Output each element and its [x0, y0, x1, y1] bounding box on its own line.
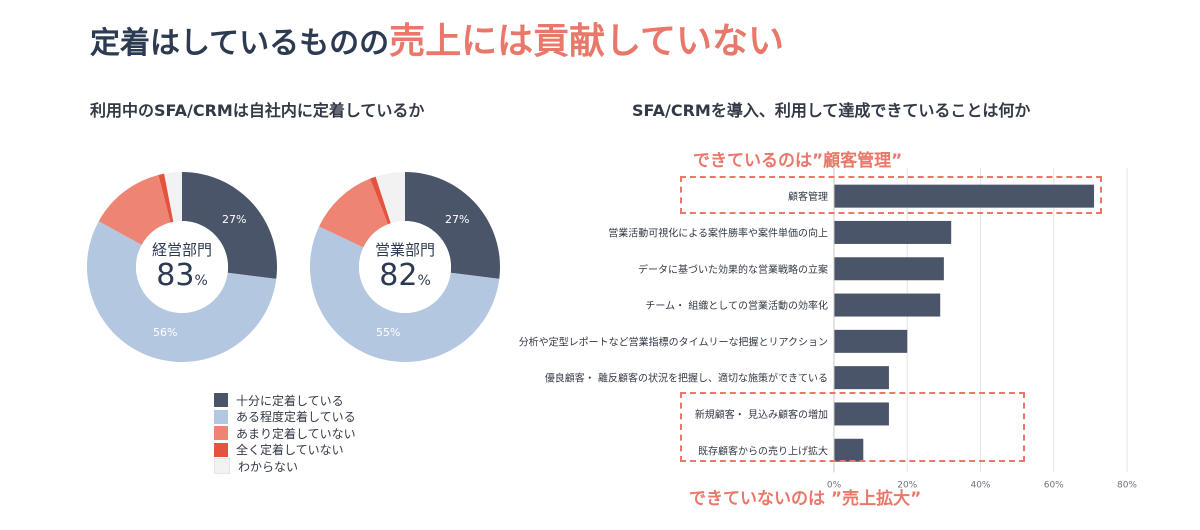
legend-item: あまり定着していない — [214, 425, 356, 442]
x-tick-label: 60% — [1044, 480, 1064, 490]
category-label: 既存顧客からの売り上げ拡大 — [698, 444, 828, 457]
donut-hole — [136, 221, 228, 313]
bar-section-title: SFA/CRMを導入、利用して達成できていることは何か — [632, 101, 1031, 120]
donut-chart-sales: 営業部門 82% 27% 55% — [309, 171, 501, 363]
legend-label: 全く定着していない — [236, 443, 344, 458]
legend-item: 全く定着していない — [214, 442, 356, 459]
donut-center-unit: % — [194, 273, 208, 289]
donut-slice — [158, 173, 174, 223]
legend-label: 十分に定着している — [236, 393, 344, 408]
donut-center-value: 82% — [379, 260, 431, 297]
donut-slice — [370, 176, 391, 225]
legend-item: ある程度定着している — [214, 409, 356, 426]
donut-slice — [164, 172, 182, 222]
donut-slice — [319, 178, 389, 248]
slice-label-somewhat: 56% — [153, 326, 178, 339]
legend-item: 十分に定着している — [214, 392, 356, 409]
title-prefix: 定着はしているものの — [90, 26, 390, 61]
callout-bottom: できていないのは ”売上拡大” — [689, 489, 922, 509]
donut-chart-management: 経営部門 83% 27% 56% — [86, 171, 278, 363]
legend-label: ある程度定着している — [236, 410, 356, 425]
donut-section-title: 利用中のSFA/CRMは自社内に定着しているか — [90, 101, 425, 120]
donut-dept-label: 経営部門 — [151, 241, 212, 259]
donut-legend: 十分に定着している ある程度定着している あまり定着していない 全く定着していな… — [214, 392, 356, 475]
donut-slice — [405, 172, 500, 279]
donut-center-value: 83% — [156, 260, 208, 297]
donut-center: 営業部門 82% — [309, 171, 501, 363]
page-title: 定着はしているものの売上には貢献していない — [90, 12, 784, 62]
donut-center-number: 83 — [156, 258, 195, 293]
legend-swatch — [214, 458, 230, 475]
x-tick-label: 20% — [897, 480, 917, 490]
slice-label-somewhat: 55% — [376, 326, 401, 339]
slice-label-enough: 27% — [445, 213, 470, 226]
category-label: 営業活動可視化による案件勝率や案件単価の向上 — [608, 226, 828, 239]
legend-swatch — [214, 393, 228, 408]
x-tick-label: 80% — [1117, 480, 1137, 490]
category-label: チーム・ 組織としての営業活動の効率化 — [645, 299, 828, 312]
donut-hole — [359, 221, 451, 313]
donut-dept-label: 営業部門 — [374, 241, 435, 259]
legend-swatch — [214, 409, 228, 424]
bar — [834, 438, 864, 462]
donut-svg — [87, 172, 277, 362]
legend-label: わからない — [238, 459, 299, 474]
donut-center-unit: % — [417, 273, 431, 289]
bar — [834, 402, 889, 426]
callout-top: できているのは”顧客管理” — [693, 151, 903, 171]
bar — [834, 184, 1095, 208]
bar — [834, 257, 944, 281]
bar — [834, 293, 941, 317]
legend-label: あまり定着していない — [236, 426, 356, 441]
legend-swatch — [214, 426, 228, 441]
category-label: データに基づいた効果的な営業戦略の立案 — [638, 263, 828, 276]
highlight-box-bottom — [680, 392, 1025, 462]
category-label: 新規顧客・ 見込み顧客の増加 — [695, 408, 828, 421]
donut-slice — [98, 174, 171, 245]
x-tick-label: 0% — [827, 480, 842, 490]
legend-swatch — [214, 442, 228, 457]
category-label: 分析や定型レポートなど営業指標のタイムリーな把握とリアクション — [519, 335, 828, 348]
donut-svg — [310, 172, 500, 362]
x-tick-label: 40% — [970, 480, 990, 490]
title-highlight: 売上には貢献していない — [389, 21, 785, 62]
category-label: 優良顧客・ 離反顧客の状況を把握し、適切な施策ができている — [545, 372, 828, 385]
donut-center-number: 82 — [379, 258, 418, 293]
bar — [834, 220, 952, 244]
legend-item: わからない — [214, 458, 356, 475]
donut-slice — [375, 172, 405, 224]
slice-label-enough: 27% — [222, 213, 247, 226]
bar — [834, 329, 908, 353]
category-label: 顧客管理 — [788, 190, 828, 203]
bar — [834, 366, 889, 390]
donut-slice — [87, 221, 277, 362]
donut-slice — [182, 172, 277, 279]
donut-slice — [310, 226, 500, 362]
highlight-box-top — [680, 176, 1102, 214]
donut-center: 経営部門 83% — [86, 171, 278, 363]
